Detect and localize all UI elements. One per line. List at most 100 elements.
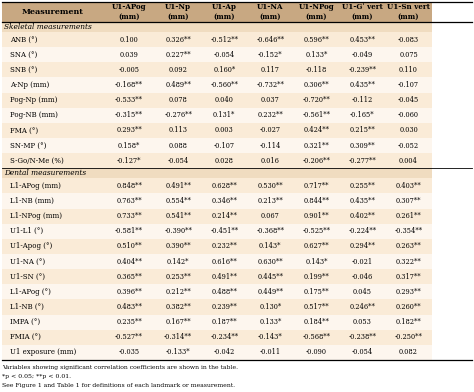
Text: 0.088: 0.088 [169,142,188,150]
Text: U1-NA
(mm): U1-NA (mm) [257,4,283,21]
Text: 0.143*: 0.143* [305,258,328,265]
Bar [201,62,247,78]
Bar [293,239,339,254]
Text: 0.382**: 0.382** [165,303,191,311]
Text: -0.046: -0.046 [352,273,373,281]
Text: 0.053: 0.053 [353,318,372,326]
Bar [103,153,155,168]
Text: 0.110: 0.110 [399,66,418,74]
Bar [385,78,432,93]
Bar [247,345,293,360]
Text: -0.152*: -0.152* [258,51,283,59]
Bar [293,269,339,284]
Bar [293,224,339,239]
Bar [201,93,247,108]
Bar [293,138,339,153]
Text: 0.346**: 0.346** [211,197,237,205]
Bar [103,193,155,209]
Text: 0.844**: 0.844** [303,197,329,205]
Text: 0.596**: 0.596** [303,36,329,44]
Text: SNB (°): SNB (°) [10,66,37,74]
Bar [247,47,293,62]
Bar [155,32,201,47]
Bar [293,22,339,32]
Bar [385,123,432,138]
Bar [339,168,385,178]
Text: 0.263**: 0.263** [396,242,421,250]
Bar [339,239,385,254]
Text: 0.449**: 0.449** [257,288,283,296]
Bar [103,178,155,193]
Bar [201,224,247,239]
Text: U1-Ap
(mm): U1-Ap (mm) [212,4,237,21]
Bar [247,153,293,168]
Text: -0.568**: -0.568** [302,333,330,341]
Bar [247,32,293,47]
Bar [247,178,293,193]
Bar [247,299,293,314]
Bar [155,299,201,314]
Bar [201,193,247,209]
Bar [2,168,103,178]
Bar [201,22,247,32]
Text: Pog-Np (mm): Pog-Np (mm) [10,96,57,104]
Text: 0.445**: 0.445** [257,273,283,281]
Text: -0.054: -0.054 [352,348,373,356]
Bar [155,209,201,224]
Bar [155,224,201,239]
Text: -0.560**: -0.560** [210,81,238,89]
Bar [247,78,293,93]
Text: 0.028: 0.028 [215,157,234,165]
Text: 0.435**: 0.435** [349,197,375,205]
Text: 0.541**: 0.541** [165,212,191,220]
Text: -0.581**: -0.581** [115,227,143,235]
Text: L1-APog (mm): L1-APog (mm) [10,182,61,190]
Text: Measurement: Measurement [22,8,83,16]
Text: 0.039: 0.039 [120,51,138,59]
Bar [103,284,155,299]
Text: -0.027: -0.027 [260,127,281,134]
Bar [293,178,339,193]
Text: -0.143*: -0.143* [258,333,283,341]
Text: 0.763**: 0.763** [116,197,142,205]
Text: 0.160*: 0.160* [213,66,236,74]
Bar [385,345,432,360]
Bar [247,314,293,330]
Bar [247,284,293,299]
Text: 0.390**: 0.390** [165,242,191,250]
Bar [339,345,385,360]
Text: 0.253**: 0.253** [165,273,191,281]
Bar [2,239,103,254]
Bar [201,123,247,138]
Text: -0.277**: -0.277** [348,157,376,165]
Bar [247,2,293,22]
Text: 0.260**: 0.260** [396,303,421,311]
Text: -0.005: -0.005 [118,66,140,74]
Text: 0.293**: 0.293** [116,127,142,134]
Bar [385,168,432,178]
Text: -0.561**: -0.561** [302,111,330,119]
Text: FMIA (°): FMIA (°) [10,333,41,341]
Text: 0.317**: 0.317** [396,273,421,281]
Bar [103,78,155,93]
Text: 0.246**: 0.246** [349,303,375,311]
Bar [339,138,385,153]
Text: -0.021: -0.021 [352,258,373,265]
Bar [247,22,293,32]
Bar [385,32,432,47]
Bar [385,153,432,168]
Bar [201,168,247,178]
Text: Skeletal measurements: Skeletal measurements [4,23,92,31]
Bar [339,178,385,193]
Bar [155,153,201,168]
Bar [103,314,155,330]
Bar [293,123,339,138]
Text: 0.293**: 0.293** [396,288,421,296]
Bar [155,269,201,284]
Text: 0.130*: 0.130* [259,303,282,311]
Bar [339,330,385,345]
Text: -0.314**: -0.314** [164,333,192,341]
Bar [247,209,293,224]
Text: 0.630**: 0.630** [257,258,283,265]
Text: 0.131*: 0.131* [213,111,236,119]
